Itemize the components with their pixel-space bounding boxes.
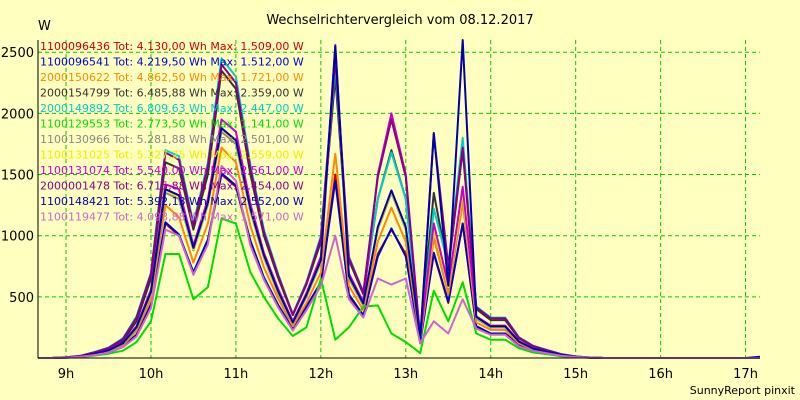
legend-entry-5: 2000149892 Tot: 6.809,63 Wh Max: 2.447,0… xyxy=(40,102,304,115)
legend-entry-6: 1100129553 Tot: 2.773,50 Wh Max: 1.141,0… xyxy=(40,118,304,131)
x-tick-label: 13h xyxy=(393,367,418,382)
legend-entry-2: 1100096541 Tot: 4.219,50 Wh Max: 1.512,0… xyxy=(40,56,304,69)
x-tick-label: 14h xyxy=(478,367,503,382)
axes xyxy=(37,40,760,359)
legend-entry-4: 2000154799 Tot: 6.485,88 Wh Max: 2.359,0… xyxy=(40,87,304,100)
y-tick-label: 500 xyxy=(9,291,34,306)
legend-entry-1: 1100096436 Tot: 4.130,00 Wh Max: 1.509,0… xyxy=(40,40,304,53)
legend-entry-9: 1100131074 Tot: 5.540,00 Wh Max: 2.561,0… xyxy=(40,164,304,177)
chart-title: Wechselrichtervergleich vom 08.12.2017 xyxy=(266,13,533,28)
legend-entry-8: 1100131025 Tot: 5.327,25 Wh Max: 2.559,0… xyxy=(40,149,304,162)
x-tick-label: 16h xyxy=(648,367,673,382)
legend-entry-10: 2000001478 Tot: 6.715,88 Wh Max: 2.454,0… xyxy=(40,180,304,193)
footer-credit: SunnyReport pinxit xyxy=(690,384,796,397)
y-tick-label: 1000 xyxy=(1,230,34,245)
x-tick-label: 10h xyxy=(139,367,164,382)
x-tick-label: 9h xyxy=(58,367,75,382)
y-axis-unit-label: W xyxy=(38,19,51,34)
y-tick-label: 2000 xyxy=(1,107,34,122)
axis-ticks: 500 1000 1500 2000 2500 9h 10h 11h 12h 13h 14h 15h 1… xyxy=(1,46,758,382)
y-tick-label: 2500 xyxy=(1,46,34,61)
legend-entry-12: 1100119477 Tot: 4.093,88 Wh Max: 1.571,0… xyxy=(40,211,304,224)
x-tick-label: 12h xyxy=(308,367,333,382)
legend: 1100096436 Tot: 4.130,00 Wh Max: 1.509,0… xyxy=(40,40,304,224)
legend-entry-11: 1100148421 Tot: 5.392,13 Wh Max: 2.552,0… xyxy=(40,195,304,208)
x-tick-label: 11h xyxy=(224,367,249,382)
legend-entry-7: 1100130966 Tot: 5.281,88 Wh Max: 2.501,0… xyxy=(40,133,304,146)
x-tick-label: 17h xyxy=(733,367,758,382)
grid-lines xyxy=(38,40,760,358)
legend-entry-3: 2000150622 Tot: 4.862,50 Wh Max: 1.721,0… xyxy=(40,71,304,84)
y-tick-label: 1500 xyxy=(1,169,34,184)
x-tick-label: 15h xyxy=(563,367,588,382)
